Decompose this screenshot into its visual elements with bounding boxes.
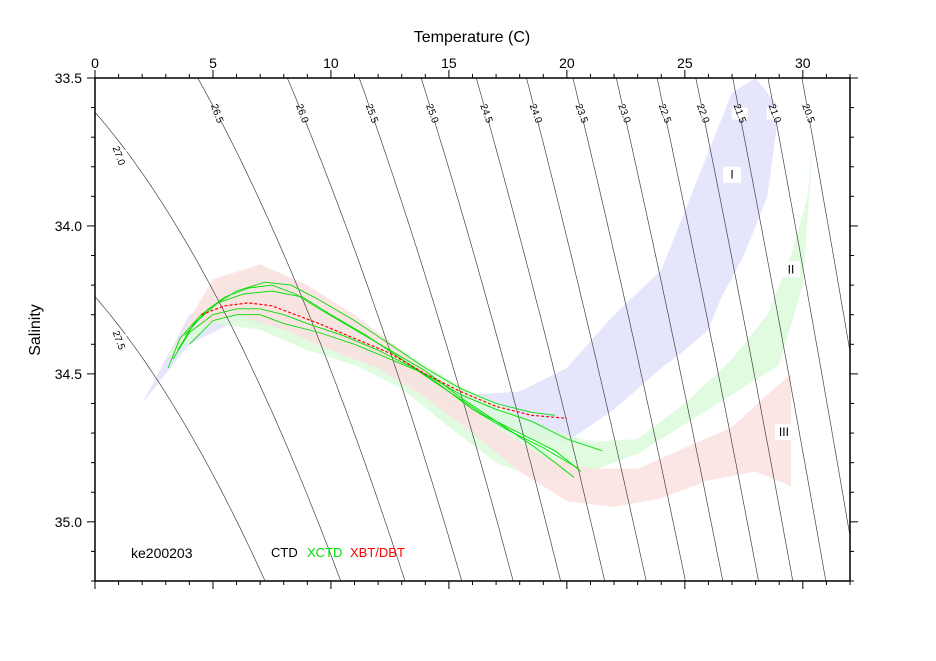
isopycnal-label-bg	[573, 107, 590, 120]
region-label-i: I	[730, 168, 733, 182]
isopycnal-23.0	[615, 78, 724, 581]
isopycnal-label-bg	[527, 107, 544, 120]
isopycnal-25.5	[358, 78, 514, 581]
x-tick-label: 15	[441, 55, 457, 71]
isopycnal-label-bg	[656, 107, 673, 120]
x-axis-title: Temperature (C)	[414, 29, 530, 46]
x-tick-label: 25	[677, 55, 693, 71]
xctd-trace	[189, 314, 603, 452]
xctd-trace	[177, 290, 579, 469]
region-label-bg	[782, 261, 801, 278]
xctd-trace	[184, 281, 556, 416]
x-tick-label: 10	[323, 55, 339, 71]
xctd-trace	[172, 308, 582, 472]
isopycnal-20.5	[801, 78, 850, 354]
isopycnal-label-bg	[363, 107, 380, 120]
isopycnal-26.0	[286, 78, 463, 581]
isopycnal-24.0	[526, 78, 647, 581]
isopycnal-label-bg	[695, 107, 712, 120]
region-label-ii: II	[788, 262, 795, 276]
isopycnal-25.0	[420, 78, 561, 581]
isopycnal-lines: 27.527.026.5 26.0 25.5 25.0 24.5 24.0 23.5 23.0…	[95, 78, 850, 581]
region-label-bg	[774, 424, 793, 441]
isopycnal-24.5	[475, 78, 606, 581]
axes: 0 5 10 15 20 25 30 33.5 34.0 34.5 35.0	[55, 55, 858, 589]
legend-xctd: XCTD	[307, 545, 342, 560]
isopycnal-label-bg	[478, 107, 495, 120]
isopycnal-26.5	[197, 78, 406, 581]
isopycnal-label-bg	[209, 107, 226, 120]
x-tick-label: 5	[209, 55, 217, 71]
region-label-iii: III	[779, 425, 789, 439]
isopycnal-label-bg	[294, 107, 311, 120]
xbt-dbt-trace	[200, 302, 567, 419]
x-tick-label: 20	[559, 55, 575, 71]
isopycnal-label-bg	[110, 149, 127, 162]
y-tick-label: 35.0	[55, 514, 82, 530]
legend-ctd: CTD	[271, 545, 298, 560]
isopycnal-27.5	[95, 296, 266, 581]
isopycnal-23.5	[572, 78, 686, 581]
isopycnal-label-bg	[766, 107, 783, 120]
isopycnal-27.0	[95, 111, 342, 581]
isopycnal-label-bg	[800, 107, 817, 120]
isopycnal-label-bg	[731, 107, 748, 120]
legend-xbt-dbt: XBT/DBT	[350, 545, 405, 560]
y-tick-label: 34.0	[55, 218, 82, 234]
isopycnal-label-bg	[616, 107, 633, 120]
y-tick-label: 34.5	[55, 366, 82, 382]
water-mass-regions	[142, 78, 815, 507]
x-tick-label: 30	[795, 55, 811, 71]
isopycnal-21.5	[732, 78, 827, 581]
isopycnal-label-bg	[424, 107, 441, 120]
profile-traces	[167, 281, 603, 478]
isopycnal-label-bg	[110, 334, 127, 347]
x-tick-label: 0	[91, 55, 99, 71]
region-i-envelope	[142, 78, 780, 442]
isopycnal-22.5	[656, 78, 759, 581]
y-tick-label: 33.5	[55, 70, 82, 86]
cruise-label: ke200203	[131, 545, 193, 561]
isopycnal-22.0	[695, 78, 794, 581]
y-axis-title: Salinity	[27, 304, 44, 356]
region-label-bg	[723, 166, 742, 183]
